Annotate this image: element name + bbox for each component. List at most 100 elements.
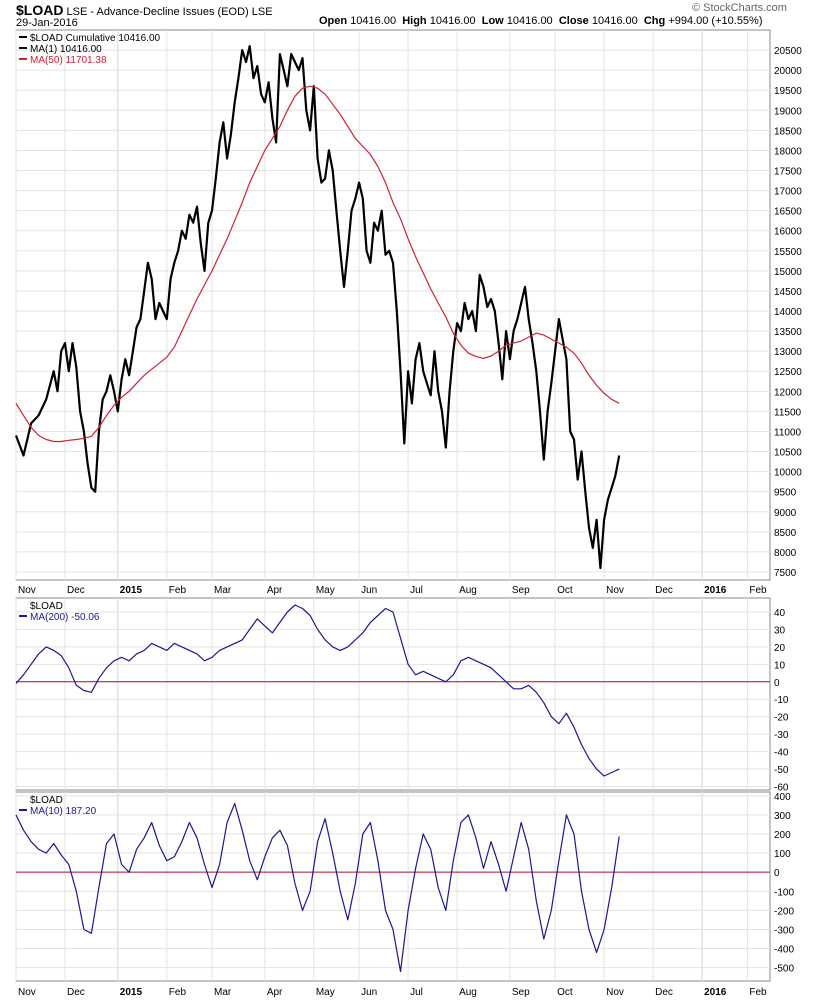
price-y-tick-label: 16500 xyxy=(774,207,802,218)
x-tick-label: Oct xyxy=(557,987,573,998)
x-tick-label: Feb xyxy=(749,585,767,596)
price-legend-entry: MA(50) 11701.38 xyxy=(30,55,107,66)
price-y-tick-label: 12000 xyxy=(774,387,802,398)
x-tick-label: Aug xyxy=(459,585,477,596)
x-tick-label: Dec xyxy=(67,987,85,998)
x-tick-label: Apr xyxy=(267,987,283,998)
price-y-tick-label: 15000 xyxy=(774,267,802,278)
high-label: High xyxy=(402,15,427,27)
x-tick-label: Dec xyxy=(67,585,85,596)
ma200-y-tick-label: 10 xyxy=(774,660,786,671)
x-tick-label: Nov xyxy=(18,585,36,596)
x-tick-label: Sep xyxy=(512,585,530,596)
ma200-y-tick-label: 40 xyxy=(774,608,786,619)
ma10-y-tick-label: -500 xyxy=(774,964,794,975)
ma200-frame xyxy=(15,597,771,791)
price-y-tick-label: 11000 xyxy=(774,427,802,438)
ma200-y-tick-label: -10 xyxy=(774,695,789,706)
chg-label: Chg xyxy=(643,15,666,27)
x-tick-label: Nov xyxy=(18,987,36,998)
chart-date: 29-Jan-2016 xyxy=(16,17,78,29)
ma10-y-tick-label: -200 xyxy=(774,906,794,917)
chart-header: $LOAD LSE - Advance-Decline Issues (EOD)… xyxy=(16,2,273,18)
ma10-y-tick-label: -100 xyxy=(774,887,794,898)
x-tick-label: Dec xyxy=(655,987,673,998)
ma200-y-tick-label: -30 xyxy=(774,730,789,741)
price-y-tick-label: 18000 xyxy=(774,146,802,157)
ma10-frame xyxy=(15,791,771,982)
price-y-tick-label: 7500 xyxy=(774,568,797,579)
ma200-y-tick-label: -20 xyxy=(774,713,789,724)
price-y-tick-label: 18500 xyxy=(774,126,802,137)
price-y-tick-label: 17500 xyxy=(774,167,802,178)
ma200-y-tick-label: -40 xyxy=(774,748,789,759)
ma200-y-tick-label: 30 xyxy=(774,625,786,636)
price-legend-entry: MA(1) 10416.00 xyxy=(30,44,102,55)
ma200-label: $LOAD xyxy=(30,601,63,612)
x-tick-label: Apr xyxy=(267,585,283,596)
ma10-label: $LOAD xyxy=(30,795,63,806)
symbol: $LOAD xyxy=(16,2,64,18)
x-tick-label: Nov xyxy=(606,987,624,998)
price-y-tick-label: 8000 xyxy=(774,548,797,559)
open-label: Open xyxy=(319,15,348,27)
x-tick-label: 2016 xyxy=(704,987,727,998)
description: LSE - Advance-Decline Issues (EOD) LSE xyxy=(66,6,273,18)
watermark: © StockCharts.com xyxy=(692,2,787,14)
x-tick-label: May xyxy=(316,585,335,596)
x-tick-label: Feb xyxy=(749,987,767,998)
ma10-y-tick-label: 400 xyxy=(774,792,791,803)
ma200-series-ma-200- xyxy=(15,604,620,777)
x-tick-label: Oct xyxy=(557,585,573,596)
x-tick-label: Jul xyxy=(410,987,423,998)
ma200-y-tick-label: 20 xyxy=(774,643,786,654)
x-tick-label: Nov xyxy=(606,585,624,596)
price-y-tick-label: 13500 xyxy=(774,327,802,338)
x-tick-label: May xyxy=(316,987,335,998)
price-y-tick-label: 10000 xyxy=(774,468,802,479)
x-tick-label: Jun xyxy=(361,987,377,998)
price-y-tick-label: 8500 xyxy=(774,528,797,539)
price-y-tick-label: 14000 xyxy=(774,307,802,318)
ma10-y-tick-label: 200 xyxy=(774,830,791,841)
ma10-legend-entry: MA(10) 187.20 xyxy=(30,806,97,817)
x-tick-label: 2015 xyxy=(120,987,143,998)
x-tick-label: Dec xyxy=(655,585,673,596)
price-series-ma-50- xyxy=(15,85,620,443)
x-tick-label: Aug xyxy=(459,987,477,998)
ma10-y-tick-label: 300 xyxy=(774,811,791,822)
price-series--load-cumulative xyxy=(14,45,621,570)
price-y-tick-label: 16000 xyxy=(774,227,802,238)
price-y-tick-label: 14500 xyxy=(774,287,802,298)
ma10-y-tick-label: -300 xyxy=(774,925,794,936)
x-tick-label: Jul xyxy=(410,585,423,596)
x-tick-label: Mar xyxy=(214,585,232,596)
close-label: Close xyxy=(558,15,589,27)
ma200-y-tick-label: 0 xyxy=(774,678,780,689)
x-tick-label: Feb xyxy=(169,987,187,998)
ma10-y-tick-label: -400 xyxy=(774,945,794,956)
price-y-tick-label: 12500 xyxy=(774,367,802,378)
price-y-tick-label: 9000 xyxy=(774,508,797,519)
x-tick-label: Jun xyxy=(361,585,377,596)
price-y-tick-label: 19500 xyxy=(774,86,802,97)
price-y-tick-label: 20500 xyxy=(774,46,802,57)
price-y-tick-label: 13000 xyxy=(774,347,802,358)
price-legend-entry: $LOAD Cumulative 10416.00 xyxy=(30,33,161,44)
ma10-series-ma-10- xyxy=(15,802,620,973)
ma10-y-tick-label: 100 xyxy=(774,849,791,860)
price-y-tick-label: 19000 xyxy=(774,106,802,117)
price-frame xyxy=(15,29,771,581)
x-tick-label: 2016 xyxy=(704,585,727,596)
price-y-tick-label: 9500 xyxy=(774,488,797,499)
price-y-tick-label: 15500 xyxy=(774,247,802,258)
close-value: 10416.00 xyxy=(591,15,638,27)
price-y-tick-label: 17000 xyxy=(774,187,802,198)
open-value: 10416.00 xyxy=(350,15,397,27)
price-y-tick-label: 11500 xyxy=(774,407,802,418)
ma200-y-tick-label: -60 xyxy=(774,783,789,794)
ma200-legend-entry: MA(200) -50.06 xyxy=(30,612,100,623)
x-tick-label: Feb xyxy=(169,585,187,596)
ma200-y-tick-label: -50 xyxy=(774,765,789,776)
